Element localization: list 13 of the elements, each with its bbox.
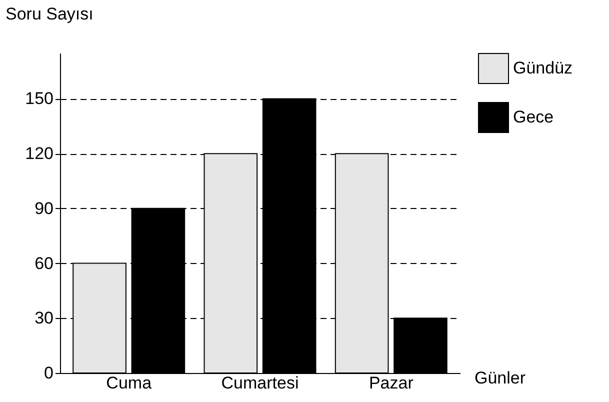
y-axis-title: Soru Sayısı — [6, 4, 94, 24]
legend-label: Gündüz — [513, 58, 573, 78]
y-tick-label: 120 — [25, 144, 54, 164]
y-tick-label: 30 — [34, 308, 54, 328]
y-tick-label: 90 — [34, 198, 54, 218]
y-tick-label: 0 — [44, 364, 54, 382]
x-axis-title: Günler — [474, 368, 526, 388]
legend-label: Gece — [513, 108, 554, 126]
x-tick-label: Pazar — [368, 374, 414, 392]
y-tick-label: 150 — [25, 89, 54, 108]
y-tick-label: 60 — [34, 254, 54, 273]
x-tick-label: Cuma — [106, 374, 152, 392]
x-tick-label: Cumartesi — [221, 374, 299, 392]
